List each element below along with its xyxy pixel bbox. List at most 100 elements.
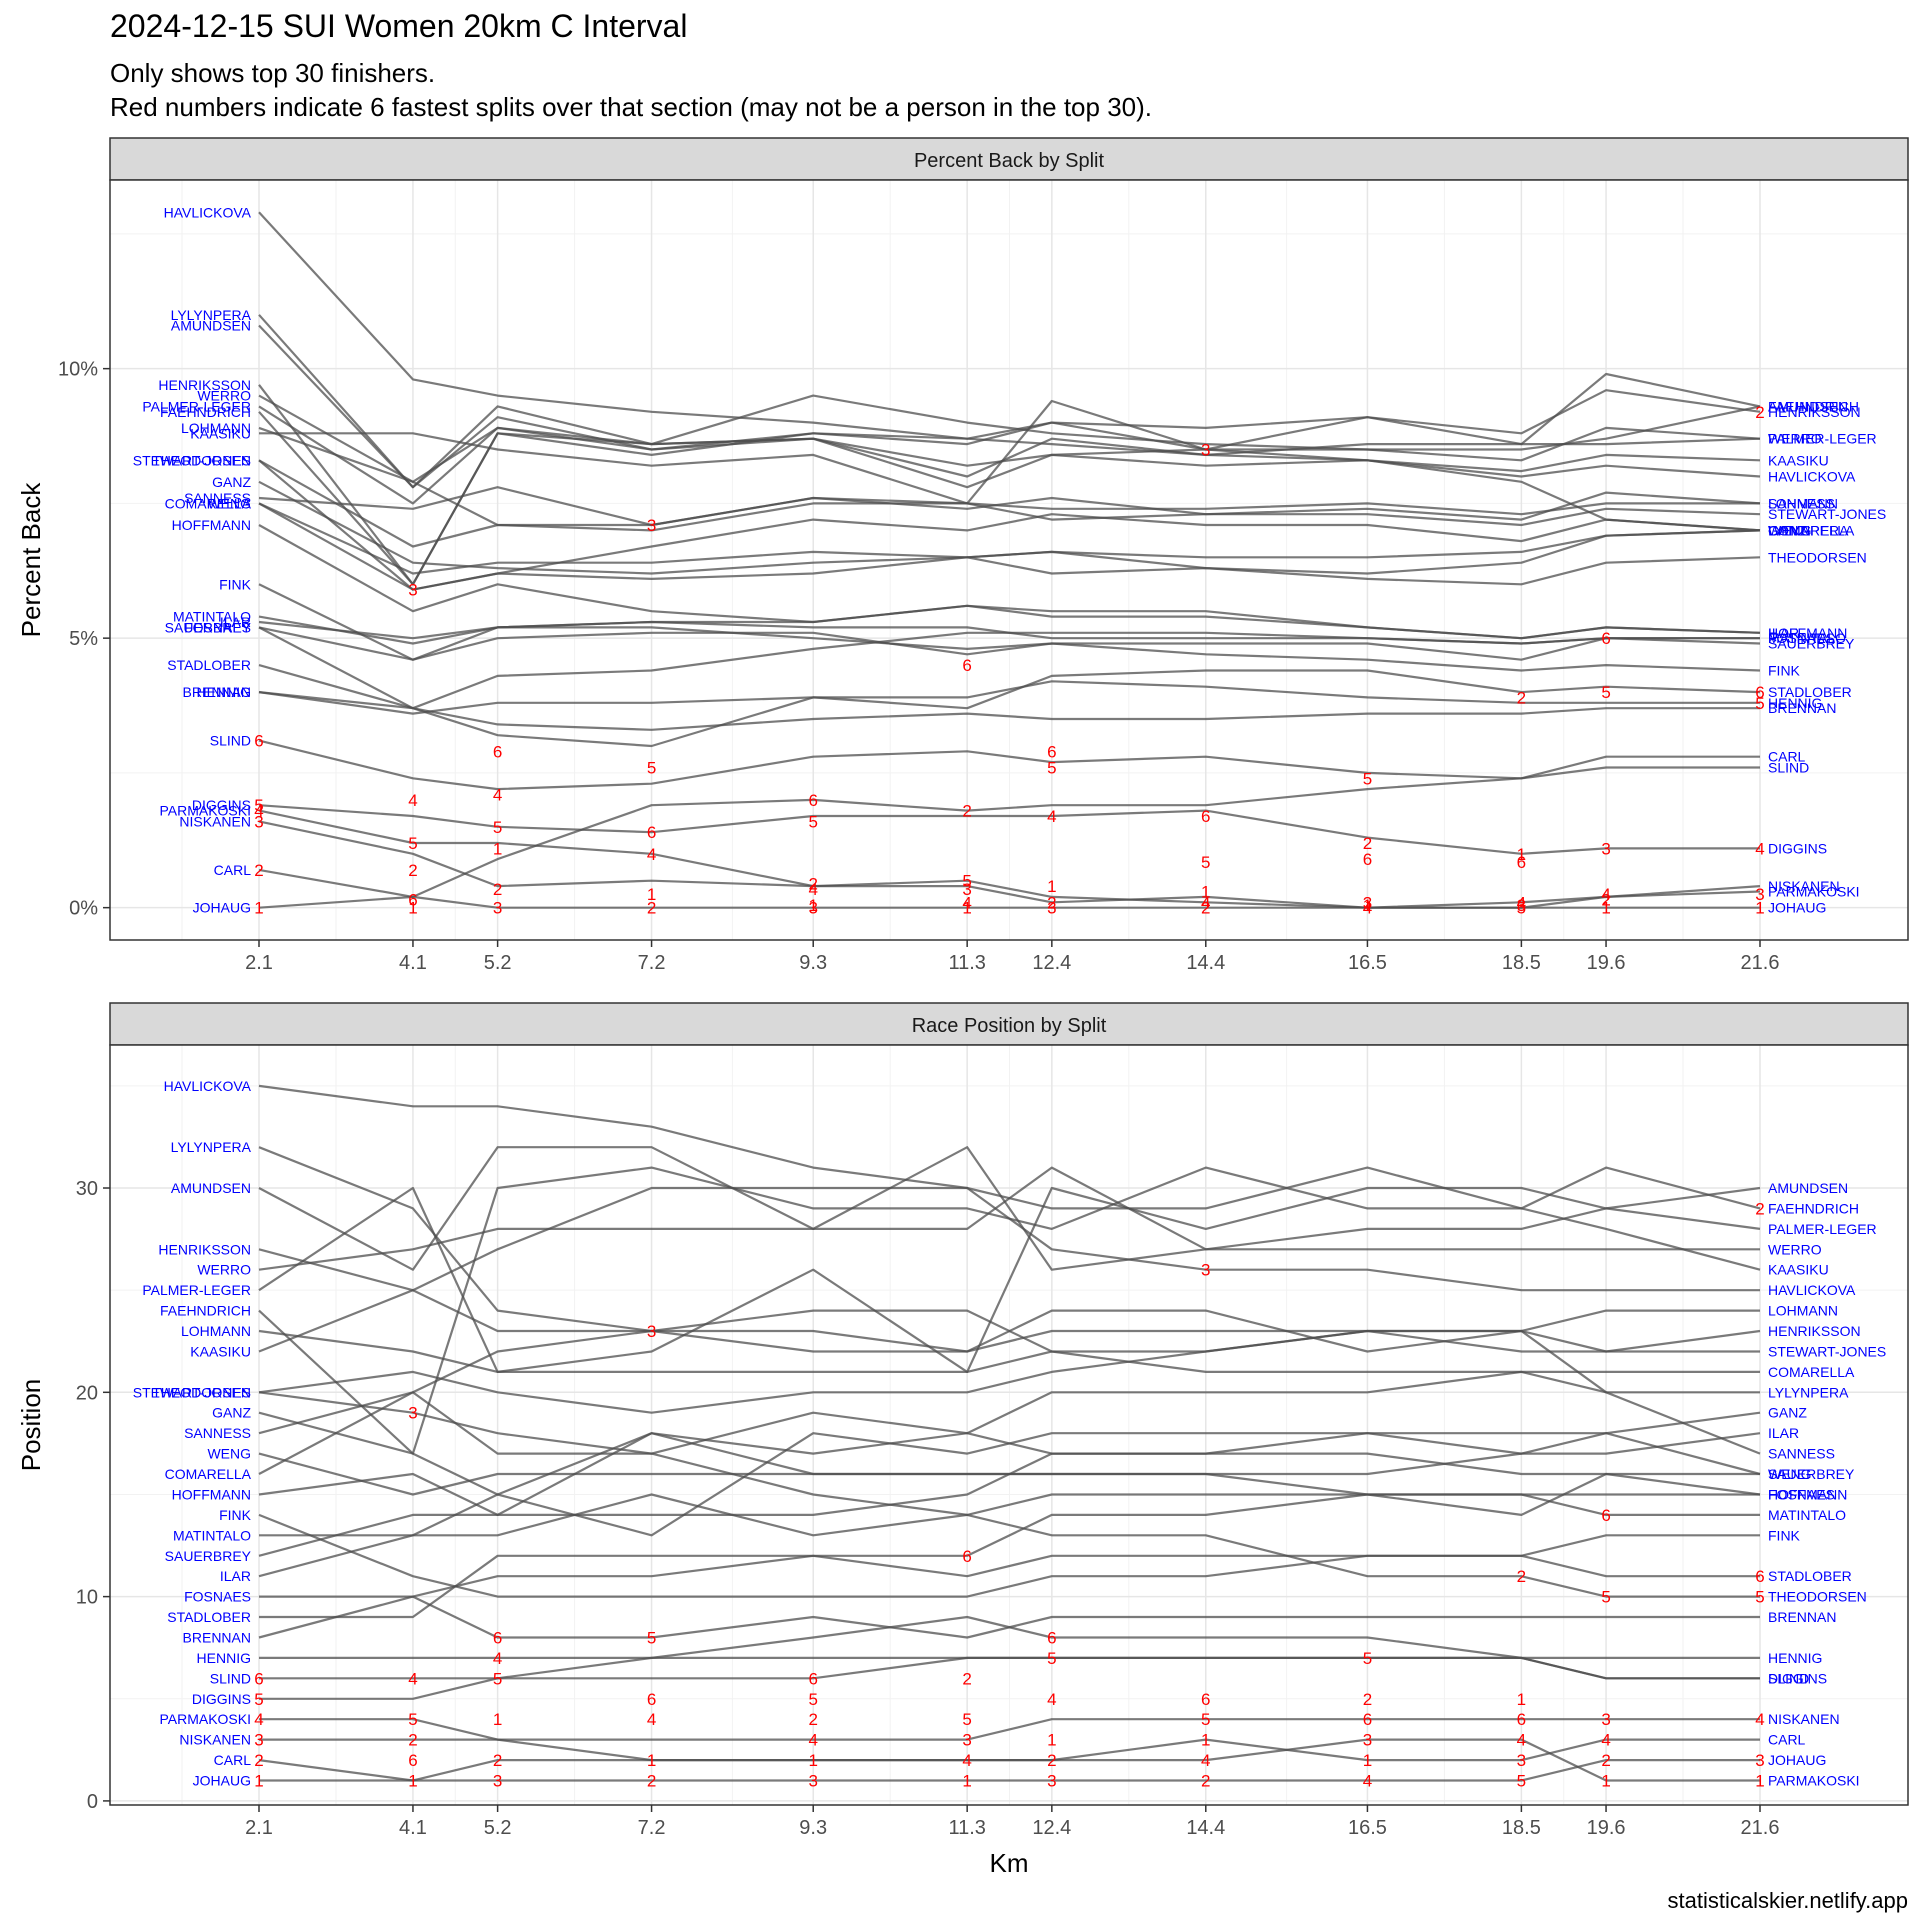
- panel-2-fastest-split-label: 3: [1201, 1261, 1210, 1280]
- panel-1-label-end: PALMER-LEGER: [1768, 431, 1877, 447]
- panel-2-fastest-split-label: 2: [962, 1669, 971, 1688]
- panel-1-label-end: HENNIG: [1768, 695, 1822, 711]
- panel-1-x-tick-label: 5.2: [484, 952, 512, 974]
- panel-2-x-tick-label: 18.5: [1502, 1817, 1541, 1839]
- panel-2-series-comarella: [258, 1370, 1760, 1475]
- panel-2-label-end: HENRIKSSON: [1768, 1323, 1861, 1339]
- source-caption: statisticalskier.netlify.app: [1667, 1888, 1908, 1913]
- panel-1-fastest-split-label: 3: [493, 899, 502, 918]
- panel-1-fastest-split-label: 2: [493, 880, 502, 899]
- panel-1-strip: [109, 137, 1909, 181]
- panel-2-y-tick-label: 0: [87, 1791, 98, 1813]
- panel-2-fastest-split-label: 2: [1047, 1751, 1056, 1770]
- panel-1-x-tick-label: 18.5: [1502, 952, 1541, 974]
- panel-2-label-start: CARL: [214, 1752, 252, 1768]
- panel-2-label-end: THEODORSEN: [1768, 1589, 1867, 1605]
- panel-1-label-start: STADLOBER: [167, 657, 251, 673]
- panel-2-fastest-split-label: 4: [647, 1710, 656, 1729]
- panel-1-label-end: COMARELLA: [1768, 522, 1855, 538]
- panel-1-fastest-split-label: 2: [1201, 899, 1210, 918]
- panel-2-fastest-split-label: 1: [408, 1771, 417, 1790]
- panel-1-fastest-split-label: 4: [1047, 807, 1056, 826]
- panel-1-series-brennan: [258, 691, 1760, 731]
- panel-1-label-start: MATINTALO: [173, 609, 251, 625]
- panel-1-x-tick-label: 2.1: [245, 952, 273, 974]
- panel-2-fastest-split-label: 6: [254, 1669, 263, 1688]
- panel-1-fastest-split-label: 6: [254, 732, 263, 751]
- panel-2-series-johaug: [259, 1758, 1760, 1782]
- panel-1-fastest-split-label: 3: [1363, 893, 1372, 912]
- panel-1-label-start: PARMAKOSKI: [159, 803, 251, 819]
- panel-2-fastest-split-label: 4: [1601, 1731, 1610, 1750]
- panel-1-label-start: FINK: [219, 576, 252, 592]
- panel-2-label-end: PALMER-LEGER: [1768, 1221, 1877, 1237]
- panel-1-x-tick-label: 9.3: [799, 952, 827, 974]
- panel-1-series-ilar: [258, 604, 1761, 640]
- panel-2-fastest-split-label: 3: [1517, 1751, 1526, 1770]
- panel-2-label-end: WERRO: [1768, 1241, 1822, 1257]
- panel-2-fastest-split-label: 3: [647, 1322, 656, 1341]
- panel-1-fastest-split-label: 5: [808, 812, 817, 831]
- panel-1-label-end: SAUERBREY: [1768, 636, 1855, 652]
- panel-1-label-end: DIGGINS: [1768, 840, 1827, 856]
- panel-2-series-kaasiku: [258, 1166, 1761, 1353]
- panel-1-fastest-split-label: 4: [408, 791, 417, 810]
- panel-1-label-end: THEODORSEN: [1768, 549, 1867, 565]
- panel-2-fastest-split-label: 6: [1755, 1567, 1764, 1586]
- panel-2-border: [109, 1044, 1909, 1806]
- panel-2-series-lohmann: [258, 1309, 1760, 1374]
- panel-2-fastest-split-label: 2: [493, 1751, 502, 1770]
- panel-1-series-amundsen: [258, 324, 1761, 489]
- panel-1-label-start: COMARELLA: [165, 495, 252, 511]
- panel-1-label-end: MATINTALO: [1768, 630, 1846, 646]
- panel-1-fastest-split-label: 6: [1517, 853, 1526, 872]
- panel-2-fastest-split-label: 2: [408, 1731, 417, 1750]
- panel-1-fastest-split-label: 1: [962, 899, 971, 918]
- panel-2-series-stadlober: [259, 1554, 1760, 1619]
- panel-2-label-end: SANNESS: [1768, 1446, 1835, 1462]
- panel-2-label-end: STADLOBER: [1768, 1568, 1852, 1584]
- panel-2-fastest-split-label: 1: [1755, 1771, 1764, 1790]
- panel-2-fastest-split-label: 4: [493, 1649, 502, 1668]
- panel-2-label-start: SANNESS: [184, 1425, 251, 1441]
- panel-2-label-start: PALMER-LEGER: [142, 1282, 251, 1298]
- panel-2-fastest-split-label: 5: [254, 1690, 263, 1709]
- panel-1-x-tick-label: 4.1: [399, 952, 427, 974]
- page-title: 2024-12-15 SUI Women 20km C Interval: [110, 8, 688, 44]
- panel-1-strip-title: Percent Back by Split: [914, 150, 1105, 172]
- panel-1-label-start: LOHMANN: [181, 420, 251, 436]
- panel-1-fastest-split-label: 6: [1755, 683, 1764, 702]
- panel-1-series-faehndrich: [258, 394, 1761, 586]
- panel-1-fastest-split-label: 2: [1363, 834, 1372, 853]
- panel-2-label-start: FINK: [219, 1507, 252, 1523]
- panel-1-fastest-split-label: 5: [1201, 853, 1210, 872]
- chart-figure: Percent Back by Split HAVLICKOVA HAVLICKOV…: [16, 137, 1909, 1878]
- panel-2-fastest-split-label: 1: [254, 1771, 263, 1790]
- panel-1-label-start: THEODORSEN: [152, 452, 251, 468]
- panel-2-fastest-split-label: 5: [1755, 1588, 1764, 1607]
- subtitle-line-2: Red numbers indicate 6 fastest splits ov…: [110, 92, 1153, 122]
- panel-1-fastest-split-label: 2: [408, 861, 417, 880]
- panel-2-fastest-split-label: 3: [408, 1404, 417, 1423]
- panel-1-x-tick-label: 7.2: [638, 952, 666, 974]
- panel-1-fastest-split-label: 4: [1363, 899, 1372, 918]
- panel-1-series-carl: [258, 755, 1760, 899]
- panel-2-x-tick-label: 19.6: [1587, 1817, 1626, 1839]
- panel-1-y-tick-label: 0%: [69, 898, 98, 920]
- panel-1-fastest-split-label: 1: [1601, 899, 1610, 918]
- panel-1-x-tick-label: 19.6: [1587, 952, 1626, 974]
- panel-2-fastest-split-label: 5: [962, 1710, 971, 1729]
- panel-2-fastest-split-label: 1: [1201, 1731, 1210, 1750]
- panel-2-label-end: LYLYNPERA: [1768, 1384, 1849, 1400]
- panel-1-fastest-split-label: 1: [647, 885, 656, 904]
- panel-2-label-start: WERRO: [197, 1262, 251, 1278]
- panel-1-label-start: HENNIG: [197, 684, 251, 700]
- panel-2-label-end: CARL: [1768, 1732, 1806, 1748]
- panel-2-label-start: HENNIG: [197, 1650, 251, 1666]
- panel-1-series-lylynpera: [258, 314, 1761, 532]
- panel-2-label-start: HOFFMANN: [172, 1486, 251, 1502]
- panel-1-fastest-split-label: 1: [1517, 845, 1526, 864]
- panel-2-fastest-split-label: 3: [254, 1731, 263, 1750]
- panel-2-x-tick-label: 11.3: [948, 1817, 985, 1839]
- panel-1-fastest-split-label: 1: [808, 896, 817, 915]
